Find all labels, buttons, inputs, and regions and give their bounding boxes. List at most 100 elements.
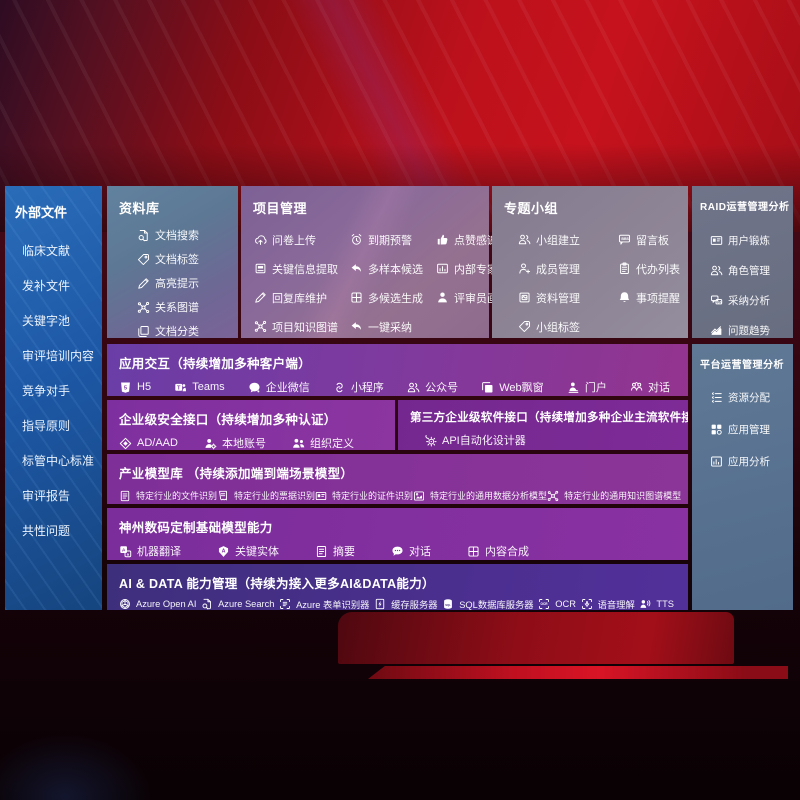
openai-icon <box>119 598 131 610</box>
feature-label: 特定行业的文件识别 <box>136 491 218 501</box>
tts-icon <box>639 598 651 610</box>
feature-label: 问卷上传 <box>272 234 316 247</box>
feature-item: 到期预警 <box>350 232 436 248</box>
idcard-icon <box>710 234 723 247</box>
teams-icon <box>174 381 187 394</box>
feature-item: Azure 表单识别器 <box>279 597 369 610</box>
panel-title: 资料库 <box>119 201 160 216</box>
feature-label: 应用分析 <box>728 455 770 468</box>
feature-label: 小程序 <box>350 382 384 394</box>
server-icon <box>374 598 386 610</box>
band-enterprise-security: 企业级安全接口（持续增加多种认证） AD/AAD 本地账号 组织定义 <box>107 400 395 450</box>
chart-frame-icon <box>710 455 723 468</box>
feature-label: 多样本候选 <box>368 263 423 276</box>
feature-label: 资源分配 <box>728 391 770 404</box>
feature-label: 成员管理 <box>536 263 580 276</box>
feature-label: 关键信息提取 <box>272 263 338 276</box>
panel-topic-groups: 专题小组 小组建立 留言板 成员管理 代办列表 资料管理 事项提醒 小组标签 <box>492 186 688 338</box>
external-files-list: 临床文献 发补文件 关键字池 审评培训内容 竞争对手 指导原则 标管中心标准 审… <box>5 233 102 548</box>
doc-lines-icon <box>119 490 131 502</box>
feature-item: 高亮提示 <box>137 271 238 295</box>
feature-label: 角色管理 <box>728 264 770 277</box>
feature-label: 特定行业的证件识别 <box>332 491 414 501</box>
archive-icon <box>518 291 531 304</box>
sidebar-item-label: 审评培训内容 <box>22 349 95 363</box>
band-app-interaction: 应用交互（持续增加多种客户端） H5 Teams 企业微信 小程序 公众号 We… <box>107 344 688 396</box>
feature-label: Azure 表单识别器 <box>296 600 370 610</box>
org-icon <box>292 437 305 450</box>
feature-label: 采纳分析 <box>728 294 770 307</box>
feature-label: 机器翻译 <box>137 546 181 558</box>
az-form-icon <box>279 598 291 610</box>
feature-item: 多样本候选 <box>350 261 436 277</box>
feature-item: 多候选生成 <box>350 290 436 306</box>
feature-label: 语音理解 <box>597 600 635 610</box>
docs-icon <box>137 325 150 338</box>
feature-label: 问题趋势 <box>728 324 770 337</box>
feature-label: OCR <box>555 599 576 609</box>
feature-label: 摘要 <box>333 546 355 558</box>
feature-label: 用户锻炼 <box>728 234 770 247</box>
feature-item: SQL数据库服务器 <box>442 597 534 610</box>
mini-icon <box>333 381 346 394</box>
feature-item: 采纳分析 <box>710 285 793 315</box>
feature-item: 代办列表 <box>618 261 688 277</box>
sidebar-item: 标管中心标准 <box>5 443 102 478</box>
pen-icon <box>137 277 150 290</box>
feature-label: 留言板 <box>636 234 669 247</box>
people-icon <box>407 381 420 394</box>
feature-item: 资料管理 <box>518 290 618 306</box>
band-title: 神州数码定制基础模型能力 <box>119 521 273 535</box>
feature-item: API自动化设计器 <box>424 432 526 448</box>
feature-label: 小组建立 <box>536 234 580 247</box>
feature-label: H5 <box>137 381 152 393</box>
feature-label: 关系图谱 <box>155 302 199 314</box>
groups-items: 小组建立 留言板 成员管理 代办列表 资料管理 事项提醒 小组标签 <box>492 225 688 341</box>
feature-label: 小组标签 <box>536 321 580 334</box>
panel-external-files: 外部文件 临床文献 发补文件 关键字池 审评培训内容 竞争对手 指导原则 标管中… <box>5 186 102 610</box>
feature-item: 项目知识图谱 <box>254 319 350 335</box>
feature-item: 特定行业的票据识别 <box>217 489 315 502</box>
ai-data-items: Azure Open AI Azure Search Azure 表单识别器 缓… <box>119 597 674 610</box>
dialog-icon <box>630 381 643 394</box>
feature-label: 回复库维护 <box>272 292 327 305</box>
feature-item: 门户 <box>567 379 607 395</box>
feature-item: 文档标签 <box>137 247 238 271</box>
feature-label: 企业微信 <box>265 382 310 394</box>
feature-item: 文档分类 <box>137 319 238 343</box>
wechat-icon <box>248 381 261 394</box>
background-desk-shape <box>338 612 734 664</box>
band-title: 企业级安全接口（持续增加多种认证） <box>119 413 337 427</box>
people-icon <box>710 264 723 277</box>
feature-label: SQL数据库服务器 <box>459 600 534 610</box>
bbs-icon <box>618 233 631 246</box>
feature-label: 特定行业的通用知识图谱模型 <box>564 491 682 501</box>
feature-label: 特定行业的票据识别 <box>234 491 316 501</box>
band-thirdparty-interface: 第三方企业级软件接口（持续增加多种企业主流软件接口） API自动化设计器 <box>398 400 688 450</box>
feature-item: 本地账号 <box>204 435 266 450</box>
feature-label: TTS <box>656 599 674 609</box>
feature-item: AD/AAD <box>119 437 178 450</box>
feature-label: 关键实体 <box>235 546 279 558</box>
feature-label: 文档搜索 <box>155 230 199 242</box>
feature-label: 缓存服务器 <box>391 600 438 610</box>
platform-items: 资源分配 应用管理 应用分析 <box>692 381 793 477</box>
sidebar-item: 审评报告 <box>5 478 102 513</box>
sidebar-item: 审评培训内容 <box>5 338 102 373</box>
feature-label: 公众号 <box>425 382 459 394</box>
panel-project-management: 项目管理 问卷上传 到期预警 点赞感谢 关键信息提取 多样本候选 内部专家排名 … <box>241 186 520 338</box>
trend-icon <box>710 324 723 337</box>
sidebar-item-label: 审评报告 <box>22 489 71 503</box>
security-items: AD/AAD 本地账号 组织定义 <box>119 435 381 450</box>
feature-label: 文档分类 <box>155 326 199 338</box>
thumb-icon <box>436 233 449 246</box>
band-title: AI & DATA 能力管理（持续为接入更多AI&DATA能力） <box>119 577 435 591</box>
feature-item: 小组建立 <box>518 232 618 248</box>
background-red-bar <box>368 666 788 679</box>
doc-info-icon <box>254 262 267 275</box>
feature-item: 文档搜索 <box>137 223 238 247</box>
feature-item: 点赞感谢 <box>436 232 520 248</box>
sidebar-item-label: 关键字池 <box>22 314 71 328</box>
speech-icon <box>581 598 593 610</box>
reply-icon <box>350 262 363 275</box>
